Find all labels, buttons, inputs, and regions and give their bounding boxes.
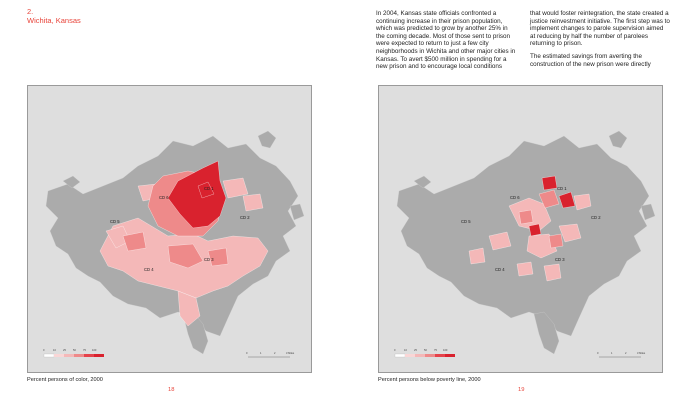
legend-tick: 50 xyxy=(73,348,76,352)
legend-tick: 25 xyxy=(63,348,66,352)
chapter-number: 2. xyxy=(27,7,34,16)
chapter-title: Wichita, Kansas xyxy=(27,16,81,25)
district-labels: CD 1 CD 2 CD 3 CD 4 CD 5 CD 6 xyxy=(461,186,601,272)
scale-tick: 2 xyxy=(625,351,627,355)
left-page: 2. Wichita, Kansas xyxy=(27,7,312,393)
body-paragraph: In 2004, Kansas state officials confront… xyxy=(376,10,516,71)
body-paragraph: that would foster reintegration, the sta… xyxy=(530,10,670,48)
cd3-label: CD 3 xyxy=(204,257,214,262)
scale-bar: 0 1 2 3 Miles xyxy=(246,351,295,358)
shade-mid xyxy=(518,189,564,249)
legend-swatch xyxy=(84,354,94,357)
right-page: In 2004, Kansas state officials confront… xyxy=(350,0,700,400)
shade-dark xyxy=(528,175,576,237)
scale-tick: 1 xyxy=(611,351,613,355)
choropleth-map: CD 1 CD 2 CD 3 CD 4 CD 5 CD 6 0 10 25 50… xyxy=(43,130,305,358)
legend-swatch xyxy=(435,354,445,357)
cd6-label: CD 6 xyxy=(159,195,169,200)
city-base xyxy=(396,130,656,355)
cd5-label: CD 5 xyxy=(461,219,471,224)
map-persons-of-color: CD 1 CD 2 CD 3 CD 4 CD 5 CD 6 0 10 25 50… xyxy=(27,85,312,373)
legend-swatch xyxy=(43,353,55,358)
legend-swatch xyxy=(94,354,104,357)
legend-swatch xyxy=(415,354,425,357)
legend-tick: 10 xyxy=(53,348,56,352)
legend-tick: 100 xyxy=(443,348,448,352)
map-caption: Percent persons below poverty line, 2000 xyxy=(378,377,481,383)
legend-swatch xyxy=(405,354,415,357)
legend-tick: 0 xyxy=(43,348,45,352)
cd2-label: CD 2 xyxy=(591,215,601,220)
legend-tick: 75 xyxy=(83,348,86,352)
cd1-label: CD 1 xyxy=(557,186,567,191)
body-paragraph: The estimated savings from averting the … xyxy=(530,52,651,68)
district-labels: CD 1 CD 2 CD 3 CD 4 CD 5 CD 6 xyxy=(110,186,250,272)
legend-swatch xyxy=(64,354,74,357)
legend-swatch xyxy=(425,354,435,357)
scale-tick: 3 Miles xyxy=(286,351,295,355)
body-column-1: In 2004, Kansas state officials confront… xyxy=(376,10,516,76)
map-poverty: CD 1 CD 2 CD 3 CD 4 CD 5 CD 6 0 10 25 50… xyxy=(378,85,663,373)
color-legend: 0 10 25 50 75 100 xyxy=(43,348,104,358)
scale-tick: 3 Miles xyxy=(637,351,646,355)
choropleth-map: CD 1 CD 2 CD 3 CD 4 CD 5 CD 6 0 10 25 50… xyxy=(394,130,656,358)
scale-tick: 1 xyxy=(260,351,262,355)
page-number: 19 xyxy=(518,387,525,393)
legend-tick: 50 xyxy=(424,348,427,352)
legend-swatch xyxy=(74,354,84,357)
chapter-heading: 2. Wichita, Kansas xyxy=(27,7,81,25)
scale-tick: 0 xyxy=(246,351,248,355)
legend-tick: 100 xyxy=(92,348,97,352)
map-caption: Percent persons of color, 2000 xyxy=(27,377,103,383)
legend-swatch xyxy=(445,354,455,357)
scale-tick: 0 xyxy=(597,351,599,355)
legend-swatch xyxy=(54,354,64,357)
legend-swatch xyxy=(394,353,406,358)
cd4-label: CD 4 xyxy=(495,267,505,272)
color-legend: 0 10 25 50 75 100 xyxy=(394,348,455,358)
cd2-label: CD 2 xyxy=(240,215,250,220)
page-number: 18 xyxy=(168,387,175,393)
legend-tick: 25 xyxy=(414,348,417,352)
cd4-label: CD 4 xyxy=(144,267,154,272)
body-column-2: that would foster reintegration, the sta… xyxy=(530,10,670,73)
legend-tick: 10 xyxy=(404,348,407,352)
cd1-label: CD 1 xyxy=(204,186,214,191)
cd3-label: CD 3 xyxy=(555,257,565,262)
legend-tick: 0 xyxy=(394,348,396,352)
cd5-label: CD 5 xyxy=(110,219,120,224)
cd6-label: CD 6 xyxy=(510,195,520,200)
scale-tick: 2 xyxy=(274,351,276,355)
legend-tick: 75 xyxy=(434,348,437,352)
scale-bar: 0 1 2 3 Miles xyxy=(597,351,646,358)
shade-dark xyxy=(167,160,227,229)
